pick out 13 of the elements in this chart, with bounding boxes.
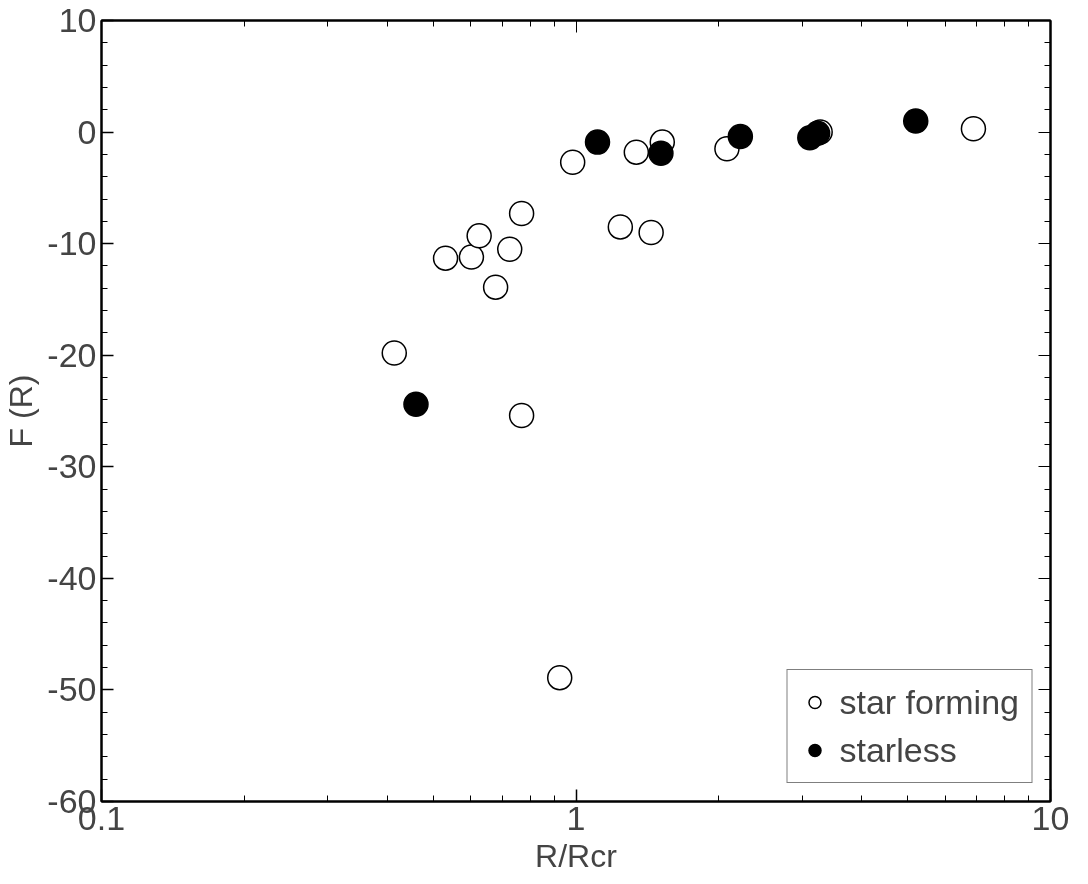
y-tick-label: -20 (47, 335, 97, 374)
y-tick-label: -40 (47, 558, 97, 597)
legend-label: star forming (839, 682, 1019, 722)
x-axis-title: R/Rcr (535, 837, 618, 874)
x-tick-label: 1 (566, 798, 586, 837)
x-tick-label: 10 (1031, 798, 1070, 837)
y-axis-title: F (R) (3, 374, 40, 448)
y-tick-label: -50 (47, 670, 97, 709)
y-tick-label: -10 (47, 224, 97, 263)
y-tick-label: 10 (58, 1, 97, 39)
y-tick-label: 0 (77, 112, 97, 151)
legend-label: starless (839, 730, 957, 770)
y-tick-label: -30 (47, 447, 97, 486)
